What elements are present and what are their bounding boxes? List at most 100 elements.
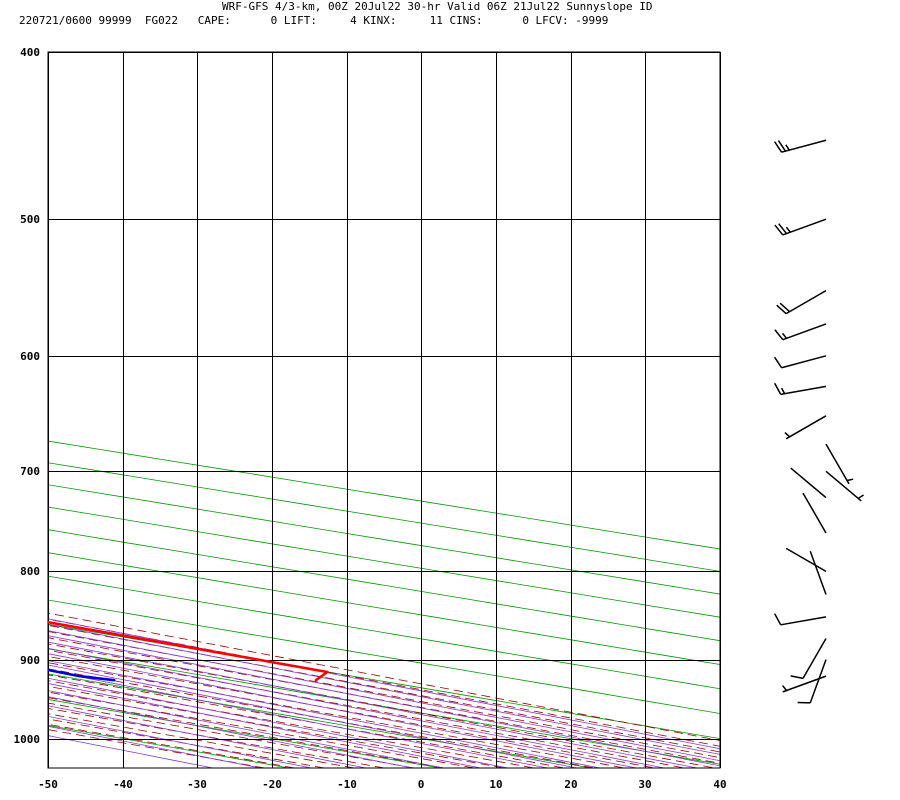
moist-adiabat [48,668,597,768]
wind-barb-half-flag [785,226,791,233]
mixing-ratio-line [48,677,511,768]
wind-barb [797,659,827,704]
dry-adiabat [48,440,720,550]
wind-barb-staff [785,415,827,440]
wind-barb-staff [782,218,827,236]
mixing-ratio-line [48,696,415,768]
pressure-tick-label: 800 [20,565,40,578]
wind-barb [790,638,827,680]
wind-barb-flag [776,304,787,315]
wind-barb-flag [773,141,783,153]
wind-barb-staff [825,443,850,485]
wind-barb [802,492,827,534]
wind-barb-staff [781,355,827,369]
wind-barb-half-flag [780,387,786,395]
wind-barb-staff [809,659,827,704]
dry-adiabat [48,673,594,768]
wind-barb-staff [782,323,827,341]
wind-barb-staff [781,139,827,153]
mixing-ratio-line [48,641,700,768]
temperature-tick-label: 20 [564,778,577,791]
pressure-tick-label: 600 [20,350,40,363]
wind-barb [774,382,827,396]
pressure-tick-label: 1000 [14,733,41,746]
mixing-ratio-line [48,647,667,768]
temperature-trace [48,620,329,682]
temperature-tick-label: -30 [187,778,207,791]
temperature-tick-label: -40 [113,778,133,791]
wind-barb [776,289,827,315]
mixing-ratio-line [48,624,720,755]
mixing-ratio-line [48,660,603,768]
wind-barb [773,355,827,369]
wind-barb [774,218,827,236]
mixing-ratio-line [48,664,579,768]
plot-frame [47,51,721,769]
wind-barb-flag [779,302,791,313]
moist-adiabat [48,656,658,768]
wind-barb [790,467,827,499]
wind-barb [809,550,827,595]
wind-barb-flag [790,675,804,680]
wind-barb-staff [785,289,827,315]
moist-adiabat [48,708,387,768]
wind-barb [774,613,827,626]
pressure-tick-label: 400 [20,46,40,59]
temperature-tick-label: -20 [262,778,282,791]
temperature-axis: -50 -40 -30 -20 -10 0 10 20 30 40 [38,778,727,791]
wind-barb [774,323,827,341]
moist-adiabat [48,662,627,768]
moist-adiabat [48,631,720,759]
wind-barb-staff [780,385,827,396]
wind-barb [785,547,827,573]
wind-barb-flag [778,223,788,235]
mixing-ratio-line [48,670,550,768]
wind-barb-staff [785,547,827,573]
pressure-tick-label: 500 [20,213,40,226]
dry-adiabat [48,623,720,740]
wind-barb-flag [774,613,782,626]
mixing-ratio-line [48,715,314,768]
dry-adiabat [48,599,720,714]
dewpoint-trace [48,668,116,682]
wind-barb-staff [802,638,827,679]
moist-adiabat [48,649,688,768]
wind-barb-flag [773,356,783,369]
mixing-ratio-line [48,690,446,768]
pressure-axis: 400 500 600 700 800 900 1000 [14,46,41,746]
wind-barb-half-flag [785,144,790,151]
wind-barb-half-flag [846,478,854,482]
moist-adiabat [48,637,720,764]
moist-adiabat [48,697,447,768]
moist-adiabat [48,685,507,768]
temperature-tick-label: 10 [489,778,502,791]
mixing-ratio-line [48,630,720,762]
moist-adiabat [48,674,567,768]
mixing-ratio-line [48,683,483,768]
wind-barb-half-flag [782,332,788,339]
wind-barb-flag [774,382,782,395]
wind-barb-column [773,139,864,704]
wind-barb-staff [802,492,827,534]
moist-adiabat [48,680,537,768]
wind-barb-flag [777,140,787,152]
thermo-background-lines [48,440,720,768]
moist-adiabat [48,729,268,768]
mixing-ratio-line [48,705,368,768]
wind-barb-flag [774,224,784,236]
wind-barb-staff [825,470,862,502]
wind-barb-half-flag [857,494,864,499]
dry-adiabat [48,648,720,765]
wind-barb [773,139,827,153]
wind-barb-staff [809,550,827,595]
wind-barb-staff [780,616,827,626]
temperature-tick-label: -50 [38,778,58,791]
temperature-tick-label: -10 [337,778,357,791]
moist-adiabat [48,718,328,768]
dry-adiabat [48,699,443,768]
dry-adiabat [48,462,720,572]
moist-adiabat [48,612,720,741]
moist-adiabat [48,643,718,768]
wind-barb [825,470,864,502]
